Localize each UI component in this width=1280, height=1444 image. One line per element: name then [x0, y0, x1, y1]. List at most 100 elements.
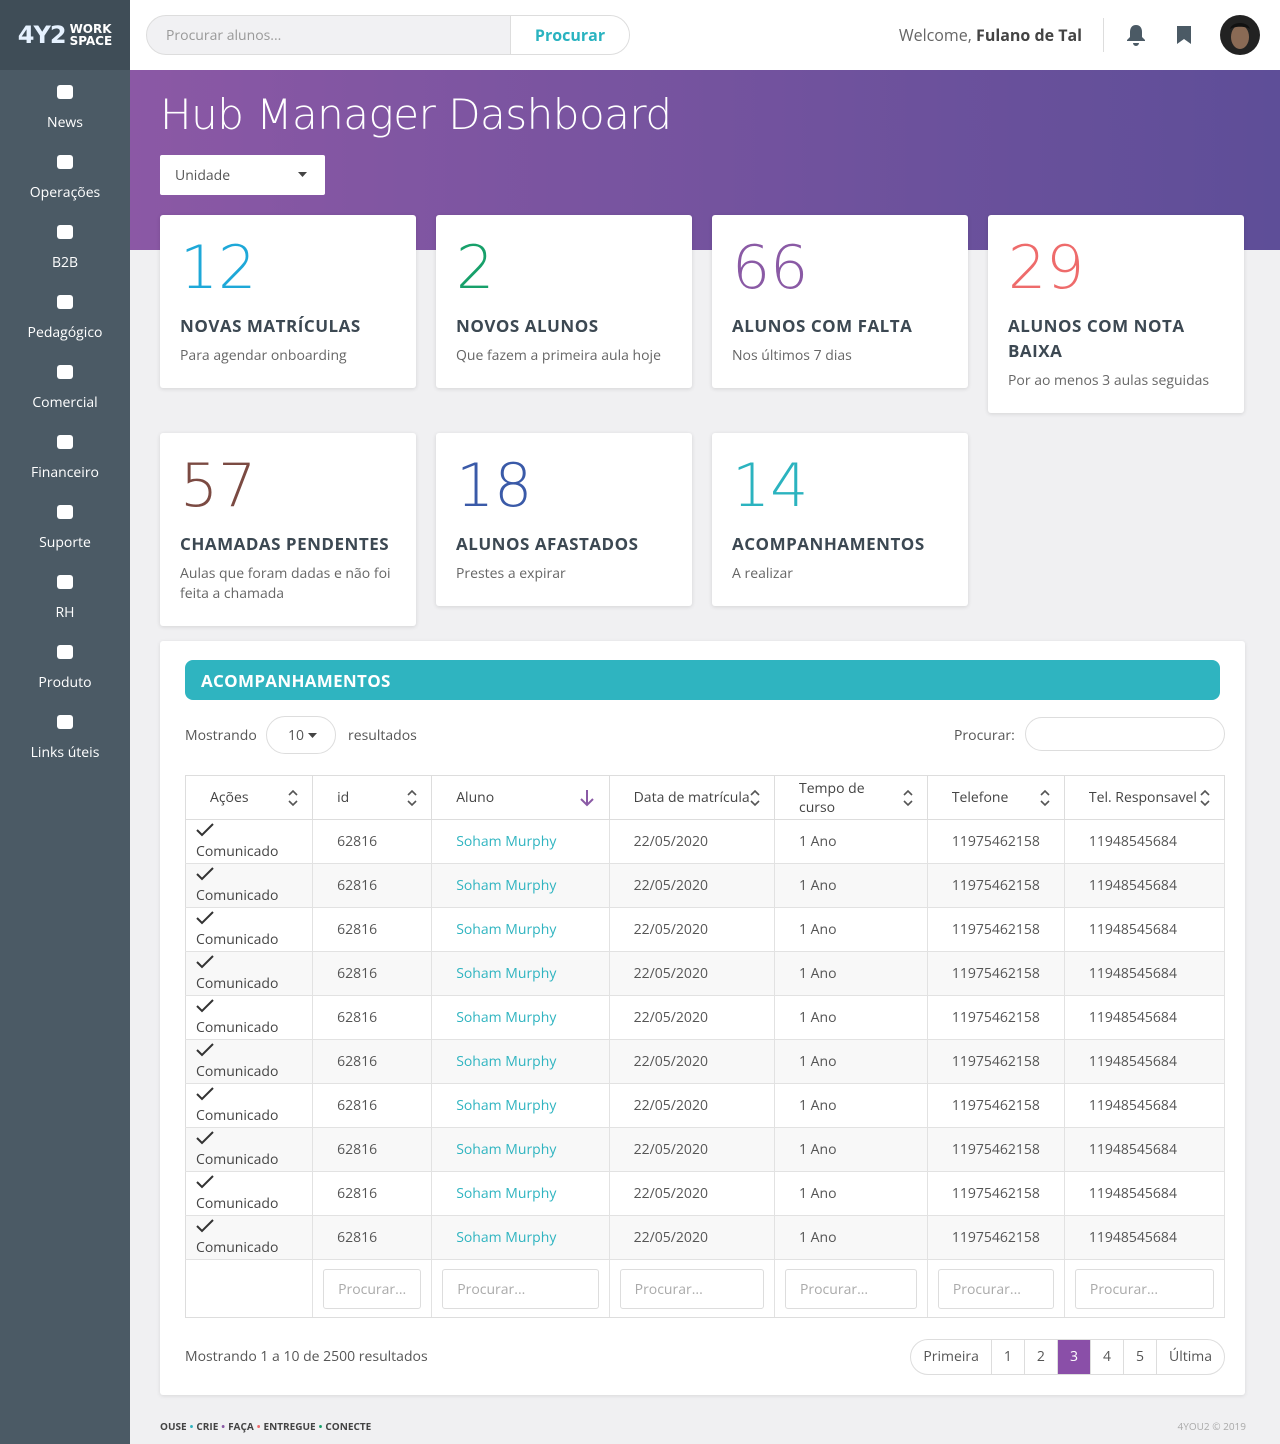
- page-button[interactable]: 2: [1023, 1340, 1057, 1374]
- avatar[interactable]: [1220, 15, 1260, 55]
- table-cell: Comunicado: [184, 1127, 314, 1172]
- cell-text[interactable]: Soham Murphy: [456, 1184, 557, 1203]
- filter-input[interactable]: Procurar...: [442, 1268, 599, 1309]
- nav-item[interactable]: Comercial: [0, 360, 130, 430]
- stat-card[interactable]: 12 NOVAS MATRÍCULAS Para agendar onboardin…: [160, 215, 416, 388]
- nav-label: RH: [55, 603, 75, 622]
- table-cell: 11975462158: [927, 1039, 1065, 1084]
- filter-input[interactable]: Procurar...: [937, 1268, 1054, 1309]
- cell-text[interactable]: Comunicado: [196, 1105, 279, 1125]
- page-button[interactable]: 5: [1122, 1340, 1156, 1374]
- column-header[interactable]: id: [312, 775, 433, 820]
- check-icon: [196, 955, 214, 974]
- cell-text[interactable]: Comunicado: [196, 1017, 279, 1037]
- cell-text[interactable]: Soham Murphy: [456, 1228, 557, 1247]
- column-header[interactable]: Data de matrícula: [608, 775, 775, 820]
- stat-card[interactable]: 29 ALUNOS COM NOTA BAIXA Por ao menos 3 au…: [988, 215, 1244, 413]
- sort-icon: [903, 789, 913, 812]
- nav-item[interactable]: B2B: [0, 220, 130, 290]
- cell-text[interactable]: Soham Murphy: [456, 1052, 557, 1071]
- nav-label: Financeiro: [31, 463, 99, 482]
- cell-text[interactable]: Comunicado: [196, 1193, 279, 1213]
- nav-item[interactable]: Produto: [0, 640, 130, 710]
- table-cell: Soham Murphy: [431, 1171, 610, 1216]
- length-select[interactable]: 10: [266, 716, 336, 754]
- table-cell: 22/05/2020: [609, 1083, 775, 1128]
- page-button[interactable]: 1: [990, 1340, 1024, 1374]
- sort-icon: [750, 789, 760, 812]
- tagline-word: CRIE: [196, 1419, 219, 1433]
- page-button[interactable]: 3: [1056, 1340, 1090, 1374]
- cell-text[interactable]: Soham Murphy: [456, 876, 557, 895]
- table-search[interactable]: [1025, 717, 1225, 751]
- stat-value: 12: [180, 233, 257, 303]
- nav-item[interactable]: Pedagógico: [0, 290, 130, 360]
- column-header[interactable]: Aluno: [431, 775, 610, 820]
- nav-item[interactable]: Operações: [0, 150, 130, 220]
- stat-card[interactable]: 66 ALUNOS COM FALTA Nos últimos 7 dias: [712, 215, 968, 388]
- logo[interactable]: 4Y2 WORK SPACE: [0, 0, 130, 70]
- search-input[interactable]: Procurar alunos...: [166, 26, 282, 45]
- stat-subtitle: Para agendar onboarding: [180, 346, 347, 365]
- stat-card[interactable]: 18 ALUNOS AFASTADOS Prestes a expirar: [436, 433, 692, 606]
- cell-text[interactable]: Soham Murphy: [456, 1096, 557, 1115]
- column-header[interactable]: Tel. Responsavel: [1063, 775, 1226, 820]
- dot: •: [256, 1419, 261, 1433]
- filter-input[interactable]: Procurar...: [323, 1268, 422, 1309]
- tagline-word: CONECTE: [325, 1419, 372, 1433]
- page-button[interactable]: 4: [1089, 1340, 1123, 1374]
- check: [196, 955, 214, 969]
- unit-select[interactable]: Unidade: [160, 155, 325, 195]
- cell-text[interactable]: Soham Murphy: [456, 1140, 557, 1159]
- filter-input[interactable]: Procurar...: [1074, 1268, 1214, 1309]
- filter-input[interactable]: Procurar...: [619, 1268, 764, 1309]
- stat-subtitle: Aulas que foram dadas e não foi feita a …: [180, 564, 391, 603]
- column-header[interactable]: Ações: [184, 775, 314, 820]
- check-icon: [196, 999, 214, 1018]
- cell-text[interactable]: Comunicado: [196, 1237, 279, 1257]
- nav-item[interactable]: News: [0, 80, 130, 150]
- cell-text[interactable]: Soham Murphy: [456, 832, 557, 851]
- logo-word1: WORK: [69, 22, 112, 36]
- table-panel: ACOMPANHAMENTOS Mostrando 10 resultados …: [160, 641, 1245, 1395]
- table-cell: 1 Ano: [774, 1039, 928, 1084]
- search-button[interactable]: Procurar: [510, 16, 629, 54]
- cell-text[interactable]: Comunicado: [196, 1149, 279, 1169]
- cell-text: 11975462158: [951, 1008, 1040, 1027]
- bookmark-icon[interactable]: [1177, 26, 1191, 44]
- cell-text: 11948545684: [1088, 920, 1177, 939]
- cell-text: 1 Ano: [798, 1052, 837, 1071]
- cell-text: 11948545684: [1088, 1140, 1177, 1159]
- page-button[interactable]: Última: [1155, 1340, 1224, 1374]
- cell-text: 1 Ano: [798, 1228, 837, 1247]
- filter-input[interactable]: Procurar...: [784, 1268, 917, 1309]
- cell-text[interactable]: Comunicado: [196, 841, 279, 861]
- cell-text[interactable]: Comunicado: [196, 885, 279, 905]
- logo-word2: SPACE: [69, 34, 113, 48]
- stat-card[interactable]: 14 ACOMPANHAMENTOS A realizar: [712, 433, 968, 606]
- stat-value: 14: [732, 451, 809, 521]
- nav-item[interactable]: Suporte: [0, 500, 130, 570]
- icon-glyph: [57, 435, 73, 449]
- cell-text: 11948545684: [1088, 1096, 1177, 1115]
- column-header[interactable]: Telefone: [926, 775, 1065, 820]
- nav-item[interactable]: RH: [0, 570, 130, 640]
- column-header[interactable]: Tempo de curso: [773, 775, 928, 820]
- cell-text[interactable]: Soham Murphy: [456, 1008, 557, 1027]
- table-info: Mostrando 1 a 10 de 2500 resultados: [185, 1347, 428, 1366]
- cell-text[interactable]: Comunicado: [196, 1061, 279, 1081]
- nav-label: Operações: [29, 183, 101, 202]
- stat-card[interactable]: 2 NOVOS ALUNOS Que fazem a primeira aula h…: [436, 215, 692, 388]
- table-cell: Soham Murphy: [431, 1127, 610, 1172]
- nav-item[interactable]: Links úteis: [0, 710, 130, 780]
- stat-card[interactable]: 57 CHAMADAS PENDENTES Aulas que foram dada…: [160, 433, 416, 626]
- cell-text[interactable]: Soham Murphy: [456, 920, 557, 939]
- check: [196, 1087, 214, 1101]
- cell-text[interactable]: Soham Murphy: [456, 964, 557, 983]
- bell-icon[interactable]: [1126, 24, 1146, 46]
- table-cell: 11975462158: [927, 863, 1065, 908]
- page-button[interactable]: Primeira: [923, 1347, 979, 1366]
- nav-item[interactable]: Financeiro: [0, 430, 130, 500]
- cell-text[interactable]: Comunicado: [196, 929, 279, 949]
- cell-text[interactable]: Comunicado: [196, 973, 279, 993]
